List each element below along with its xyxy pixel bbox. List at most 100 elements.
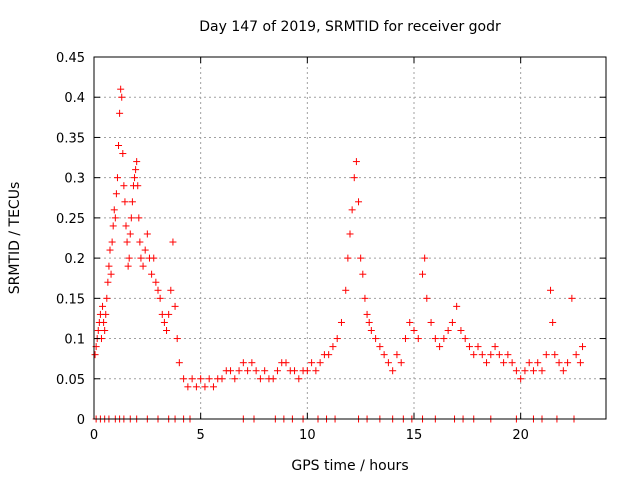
data-point bbox=[156, 294, 164, 302]
data-point bbox=[534, 359, 542, 367]
data-point bbox=[167, 286, 175, 294]
data-point bbox=[419, 270, 427, 278]
data-point bbox=[160, 318, 168, 326]
data-point bbox=[252, 367, 260, 375]
data-point bbox=[282, 359, 290, 367]
data-point bbox=[106, 246, 114, 254]
data-point bbox=[423, 294, 431, 302]
data-point bbox=[139, 262, 147, 270]
data-point bbox=[512, 367, 520, 375]
data-point bbox=[337, 318, 345, 326]
data-point bbox=[231, 375, 239, 383]
data-point bbox=[134, 182, 142, 190]
data-point bbox=[163, 327, 171, 335]
x-tick-label: 15 bbox=[406, 428, 423, 443]
data-point bbox=[453, 302, 461, 310]
data-point bbox=[504, 351, 512, 359]
data-point bbox=[421, 254, 429, 262]
data-point bbox=[348, 206, 356, 214]
data-point bbox=[389, 367, 397, 375]
data-point bbox=[273, 367, 281, 375]
y-tick-label: 0.2 bbox=[64, 252, 85, 267]
y-tick-label: 0.1 bbox=[64, 333, 85, 348]
data-point bbox=[303, 367, 311, 375]
data-point bbox=[431, 335, 439, 343]
data-point bbox=[495, 351, 503, 359]
data-point bbox=[244, 367, 252, 375]
data-point bbox=[171, 302, 179, 310]
data-point bbox=[372, 335, 380, 343]
data-point bbox=[547, 286, 555, 294]
data-point bbox=[184, 383, 192, 391]
data-point bbox=[256, 375, 264, 383]
data-point bbox=[517, 375, 525, 383]
data-point bbox=[117, 85, 125, 93]
data-point bbox=[112, 190, 120, 198]
data-point bbox=[123, 238, 131, 246]
y-tick-label: 0.15 bbox=[56, 292, 85, 307]
data-point bbox=[158, 310, 166, 318]
data-point bbox=[110, 206, 118, 214]
y-tick-label: 0.4 bbox=[64, 91, 85, 106]
data-point bbox=[448, 318, 456, 326]
data-point bbox=[125, 254, 133, 262]
data-point bbox=[365, 318, 373, 326]
x-tick-label: 0 bbox=[90, 428, 98, 443]
data-point bbox=[361, 294, 369, 302]
y-tick-label: 0.3 bbox=[64, 172, 85, 187]
data-point bbox=[218, 375, 226, 383]
data-point bbox=[312, 367, 320, 375]
data-point bbox=[154, 286, 162, 294]
data-point bbox=[542, 351, 550, 359]
data-point bbox=[538, 367, 546, 375]
data-point bbox=[239, 359, 247, 367]
data-point bbox=[576, 359, 584, 367]
data-point bbox=[325, 351, 333, 359]
data-point bbox=[188, 375, 196, 383]
data-point bbox=[295, 375, 303, 383]
data-point bbox=[165, 310, 173, 318]
data-point bbox=[521, 367, 529, 375]
data-point bbox=[350, 174, 358, 182]
y-tick-label: 0.25 bbox=[56, 212, 85, 227]
data-point bbox=[559, 367, 567, 375]
data-point bbox=[572, 351, 580, 359]
data-point bbox=[529, 367, 537, 375]
data-point bbox=[137, 254, 145, 262]
data-point bbox=[491, 343, 499, 351]
data-point bbox=[478, 351, 486, 359]
data-point bbox=[549, 318, 557, 326]
data-point bbox=[113, 174, 121, 182]
data-point bbox=[132, 166, 140, 174]
data-point bbox=[346, 230, 354, 238]
data-point bbox=[104, 278, 112, 286]
data-point bbox=[397, 359, 405, 367]
data-point bbox=[474, 343, 482, 351]
data-point bbox=[152, 278, 160, 286]
data-point bbox=[261, 367, 269, 375]
data-point bbox=[568, 294, 576, 302]
data-point bbox=[461, 335, 469, 343]
data-point bbox=[525, 359, 533, 367]
data-point bbox=[135, 214, 143, 222]
data-point bbox=[119, 150, 127, 158]
data-point bbox=[121, 198, 129, 206]
data-point bbox=[100, 318, 108, 326]
data-point bbox=[103, 294, 111, 302]
data-point bbox=[120, 182, 128, 190]
data-point bbox=[333, 335, 341, 343]
data-point bbox=[457, 327, 465, 335]
data-point bbox=[143, 230, 151, 238]
data-point bbox=[357, 254, 365, 262]
data-point bbox=[115, 141, 123, 149]
data-point bbox=[107, 270, 115, 278]
data-point bbox=[136, 238, 144, 246]
y-tick-label: 0.35 bbox=[56, 131, 85, 146]
axis-ticks: 0 0.05 0.1 0.15 0.2 0.25 0.3 0.35 0.4 0.45 0 5 10 15 2… bbox=[56, 51, 606, 443]
data-point bbox=[173, 335, 181, 343]
data-point bbox=[235, 367, 243, 375]
data-point bbox=[500, 359, 508, 367]
data-points bbox=[91, 85, 587, 423]
data-point bbox=[342, 286, 350, 294]
